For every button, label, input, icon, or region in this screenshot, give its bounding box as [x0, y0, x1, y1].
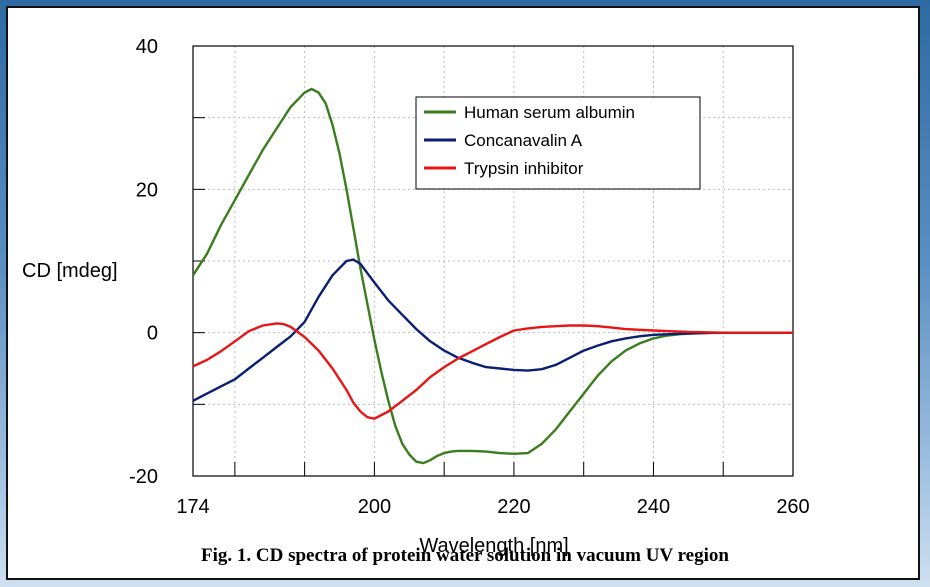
- series-lines: [191, 87, 793, 465]
- y-tick-label: -20: [129, 466, 158, 488]
- series-line: [192, 322, 793, 420]
- x-tick-label: 260: [776, 496, 809, 518]
- legend-entry: Human serum albumin: [464, 103, 635, 122]
- y-tick-label: 20: [136, 179, 158, 201]
- legend-entry: Concanavalin A: [464, 131, 583, 150]
- legend: Human serum albumin Concanavalin A Trypsin…: [415, 96, 701, 190]
- x-axis-label: Wavelength [nm]: [419, 535, 568, 557]
- axis-ticks: 174 200 220 240 260 -20 0 20 40: [129, 36, 810, 518]
- y-axis-label: CD [mdeg]: [22, 260, 118, 282]
- series-line: [191, 87, 793, 465]
- x-tick-label: 174: [176, 496, 209, 518]
- legend-entry: Trypsin inhibitor: [464, 159, 584, 178]
- x-tick-label: 220: [497, 496, 530, 518]
- y-tick-label: 0: [147, 323, 158, 345]
- y-tick-label: 40: [136, 36, 158, 58]
- x-tick-label: 200: [358, 496, 391, 518]
- series-line: [192, 258, 793, 402]
- figure-caption: Fig. 1. CD spectra of protein water solu…: [201, 545, 729, 566]
- legend-box: [415, 96, 701, 190]
- x-tick-label: 240: [637, 496, 670, 518]
